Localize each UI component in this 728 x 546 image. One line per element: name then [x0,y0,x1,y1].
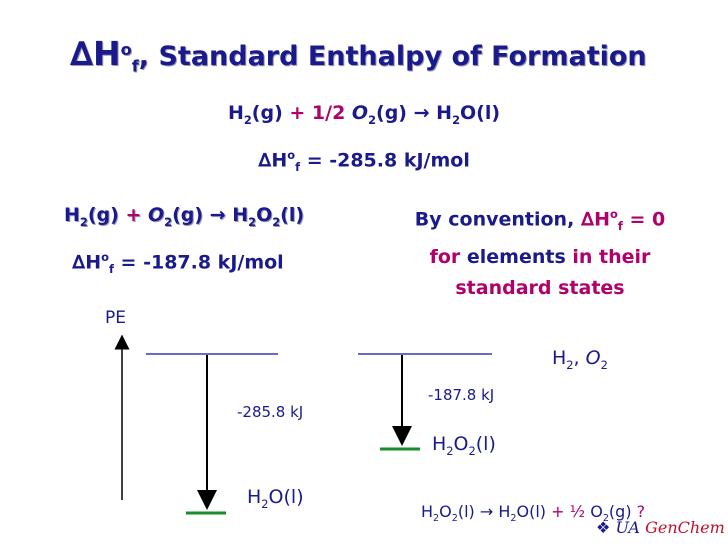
ua-genchem-logo: ❖ UA GenChem [596,518,725,537]
convention-note: By convention, ∆Hof = 0 for elements in … [414,207,666,300]
reaction-arrow: → [479,502,494,521]
reaction-arrow: → [209,204,226,226]
title-delta-h: ∆H [70,34,121,73]
peroxide-level-label: H2O2(l) [432,433,496,458]
reaction-peroxide: H2(g) + O2(g) → H2O2(l) [64,204,305,229]
reaction-water: H2(g) + 1/2 O2(g) → H2O(l) [227,102,501,127]
slide-title: ∆Hof, Standard Enthalpy of Formation [70,34,647,76]
pe-axis-label: PE [105,308,126,328]
decomposition-equation: H2O2(l) → H2O(l) + ½ O2(g) ? [421,502,646,525]
dh-water: ∆Hof = -285.8 kJ/mol [258,148,470,175]
peroxide-delta-label: -187.8 kJ [428,386,495,404]
logo-icon: ❖ [596,518,611,537]
title-text: Standard Enthalpy of Formation [158,41,647,72]
reaction-arrow: → [413,102,430,124]
water-delta-label: -285.8 kJ [237,403,304,421]
dh-peroxide: ∆Hof = -187.8 kJ/mol [72,250,284,277]
water-level-label: H2O(l) [247,486,304,511]
elements-label: H2, O2 [552,347,608,372]
